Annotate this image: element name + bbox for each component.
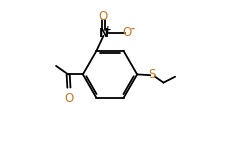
- Text: O: O: [98, 10, 108, 22]
- Text: -: -: [130, 24, 134, 34]
- Text: +: +: [104, 25, 112, 34]
- Text: O: O: [122, 26, 132, 39]
- Text: S: S: [148, 68, 155, 81]
- Text: N: N: [98, 27, 108, 40]
- Text: O: O: [64, 92, 73, 105]
